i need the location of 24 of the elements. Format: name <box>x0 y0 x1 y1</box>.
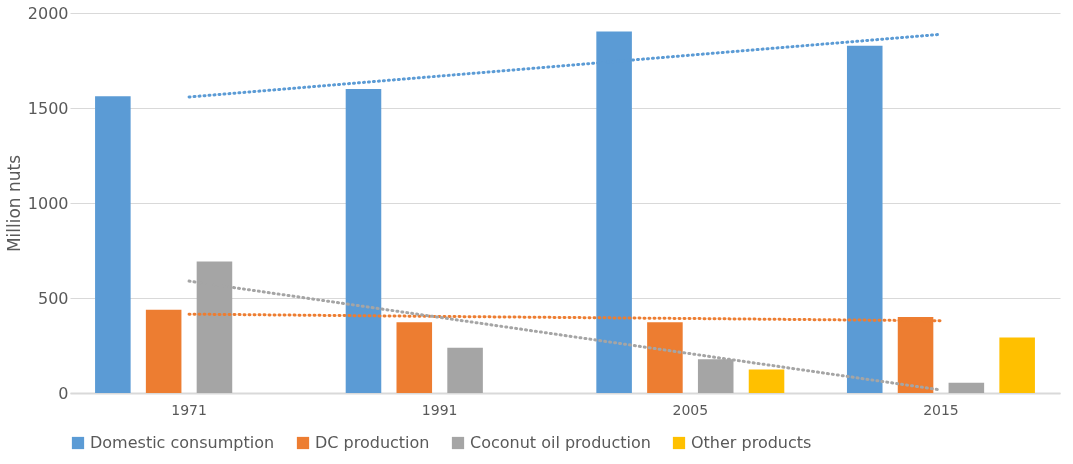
legend-label: DC production <box>315 433 430 452</box>
legend-label: Domestic consumption <box>90 433 275 452</box>
bar <box>345 89 382 393</box>
y-tick-label: 2000 <box>27 3 69 23</box>
bar <box>647 322 683 393</box>
x-tick-label: 1991 <box>421 401 458 418</box>
x-tick-label: 1971 <box>171 401 207 418</box>
bar <box>948 382 985 393</box>
bar <box>396 322 433 393</box>
y-axis-title: Million nuts <box>3 154 24 253</box>
bar <box>748 369 785 393</box>
y-tick-label: 1500 <box>27 98 69 118</box>
bar <box>447 347 483 393</box>
bar <box>95 96 131 393</box>
bar <box>846 45 883 393</box>
x-tick-label: 2015 <box>923 401 959 418</box>
x-tick-label: 2005 <box>672 401 709 418</box>
legend-label: Coconut oil production <box>470 433 651 452</box>
y-tick-label: 500 <box>37 288 69 308</box>
bar <box>145 309 182 393</box>
legend-label: Other products <box>691 433 812 452</box>
y-tick-label: 1000 <box>27 193 69 213</box>
bar <box>999 337 1035 393</box>
y-tick-label: 0 <box>58 383 69 403</box>
